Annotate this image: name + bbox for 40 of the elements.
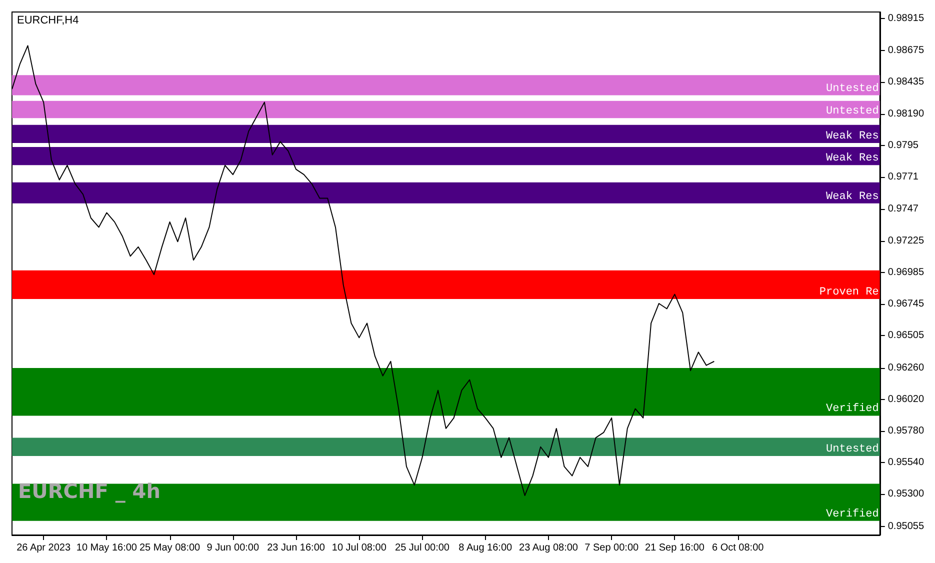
chart-title: EURCHF,H4 xyxy=(17,14,79,26)
y-tick-label: 0.97225 xyxy=(888,236,924,247)
band-label: Weak Res xyxy=(826,190,879,203)
y-tick-label: 0.96505 xyxy=(888,330,924,342)
y-tick-label: 0.98190 xyxy=(888,108,924,120)
y-tick-label: 0.9795 xyxy=(888,140,919,152)
y-tick-label: 0.96020 xyxy=(888,394,924,406)
x-tick-label: 23 Aug 08:00 xyxy=(519,542,578,554)
x-tick-label: 21 Sep 16:00 xyxy=(644,542,705,554)
y-tick-label: 0.9771 xyxy=(888,172,919,183)
band-label: Weak Res xyxy=(826,130,879,143)
band-label: Proven Re xyxy=(819,286,879,299)
x-tick-label: 10 May 16:00 xyxy=(76,542,138,554)
y-tick-label: 0.98675 xyxy=(888,44,924,56)
x-tick-label: 9 Jun 00:00 xyxy=(206,542,260,554)
y-tick-label: 0.98915 xyxy=(888,13,924,24)
x-tick-label: 23 Jun 16:00 xyxy=(267,542,326,554)
band-label: Verified xyxy=(826,403,879,416)
annotation: EURCHF _ 4h xyxy=(18,479,160,503)
y-tick-label: 0.96985 xyxy=(888,267,924,278)
y-tick-label: 0.95780 xyxy=(888,426,924,437)
y-tick-label: 0.98435 xyxy=(888,76,924,88)
y-tick-label: 0.95540 xyxy=(888,457,924,468)
y-tick-label: 0.96260 xyxy=(888,362,924,374)
x-tick-label: 25 Jul 00:00 xyxy=(395,542,450,554)
band-label: Weak Res xyxy=(826,152,879,165)
y-tick-label: 0.95300 xyxy=(888,488,924,500)
y-tick-label: 0.9747 xyxy=(888,203,919,214)
x-tick-label: 7 Sep 00:00 xyxy=(584,542,640,554)
x-tick-label: 25 May 08:00 xyxy=(139,542,201,554)
x-tick-label: 10 Jul 08:00 xyxy=(332,542,387,554)
band-label: Untested xyxy=(826,106,879,118)
band-label: Verified xyxy=(826,508,879,520)
y-tick-label: 0.95055 xyxy=(888,520,924,532)
x-tick-label: 26 Apr 2023 xyxy=(16,542,71,554)
x-tick-label: 8 Aug 16:00 xyxy=(458,542,512,554)
band-label: Untested xyxy=(826,443,879,456)
band-label: Untested xyxy=(826,82,879,95)
x-tick-label: 6 Oct 08:00 xyxy=(712,542,764,554)
y-tick-label: 0.96745 xyxy=(888,298,924,310)
